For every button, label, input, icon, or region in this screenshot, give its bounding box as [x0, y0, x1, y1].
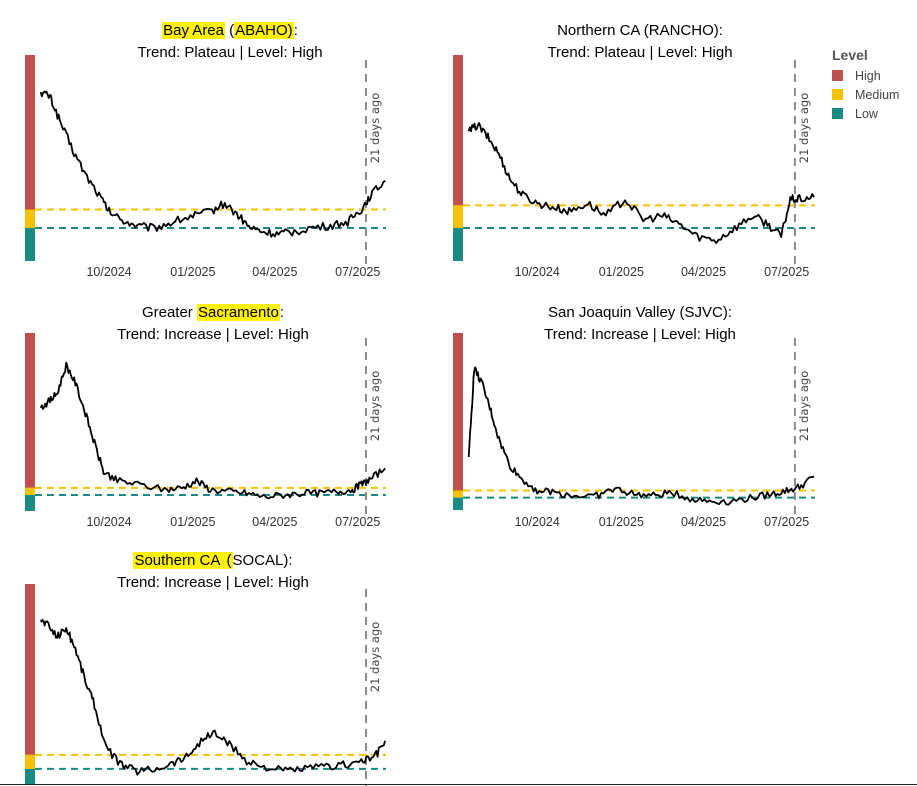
- level-band-medium: [25, 209, 35, 229]
- level-band-high: [453, 55, 463, 206]
- level-band-medium: [453, 205, 463, 229]
- chart-greater-sacramento: Greater Sacramento: Trend: Increase | Le…: [0, 0, 420, 540]
- level-band-low: [25, 768, 35, 785]
- chart-title-line: Northern CA (RANCHO):: [450, 20, 830, 42]
- series-line: [39, 618, 386, 776]
- level-band-medium: [25, 754, 35, 769]
- x-tick-label: 10/2024: [515, 515, 560, 529]
- legend-label-medium: Medium: [855, 87, 900, 102]
- chart-title-part: Southern CA: [133, 552, 222, 569]
- chart-plot: 21 days ago: [25, 584, 386, 786]
- x-tick-label: 04/2025: [252, 515, 297, 529]
- chart-title: Southern CA (SOCAL): Trend: Increase | L…: [23, 550, 403, 594]
- level-band-medium: [453, 490, 463, 498]
- legend-swatch-high: [832, 70, 843, 81]
- chart-title-part: :: [293, 22, 298, 39]
- chart-title: San Joaquin Valley (SJVC): Trend: Increa…: [450, 302, 830, 346]
- chart-subtitle: Trend: Increase | Level: High: [117, 574, 309, 591]
- level-band-low: [25, 228, 35, 261]
- chart-subtitle: Trend: Increase | Level: High: [544, 326, 736, 343]
- chart-plot: 21 days ago 10/2024 01/2025 04/2025 07/2025: [453, 333, 815, 529]
- x-tick-label: 10/2024: [86, 515, 131, 529]
- chart-title-part: SOCAL):: [232, 552, 293, 569]
- x-tick-label: 10/2024: [515, 265, 560, 279]
- chart-title-line: San Joaquin Valley (SJVC):: [450, 302, 830, 324]
- legend-swatch-low: [832, 108, 843, 119]
- chart-title: Northern CA (RANCHO): Trend: Plateau | L…: [450, 20, 830, 64]
- chart-title-line: Southern CA (SOCAL):: [23, 550, 403, 572]
- level-band-low: [453, 497, 463, 510]
- chart-title-part: Greater: [141, 304, 197, 321]
- marker-label: 21 days ago: [797, 93, 811, 163]
- legend-title: Level: [832, 47, 868, 63]
- legend-label-high: High: [855, 68, 881, 83]
- x-tick-label: 01/2025: [170, 265, 215, 279]
- series-line: [39, 361, 386, 500]
- legend-swatch-medium: [832, 89, 843, 100]
- marker-label: 21 days ago: [368, 93, 382, 163]
- chart-subtitle: Trend: Plateau | Level: High: [547, 44, 733, 61]
- chart-title-part: :: [279, 304, 285, 321]
- x-tick-label: 04/2025: [681, 515, 726, 529]
- legend-label-low: Low: [855, 106, 878, 121]
- chart-title-part: (: [221, 552, 233, 569]
- chart-title-part: Bay Area: [162, 22, 225, 39]
- x-tick-label: 04/2025: [252, 265, 297, 279]
- series-line: [467, 122, 815, 244]
- chart-plot: 21 days ago 10/2024 01/2025 04/2025 07/2025: [25, 333, 386, 529]
- x-tick-label: 01/2025: [599, 515, 644, 529]
- legend-item-low: Low: [832, 104, 899, 123]
- chart-title-part: (: [225, 22, 235, 39]
- legend: Level High Medium Low: [832, 47, 899, 123]
- bottom-divider: [0, 784, 917, 785]
- x-tick-label: 04/2025: [681, 265, 726, 279]
- chart-plot: 21 days ago 10/2024 01/2025 04/2025 07/2025: [453, 55, 815, 279]
- marker-label: 21 days ago: [368, 371, 382, 441]
- series-line: [39, 90, 386, 238]
- chart-southern-ca: Southern CA (SOCAL): Trend: Increase | L…: [0, 0, 420, 786]
- x-tick-label: 10/2024: [86, 265, 131, 279]
- level-band-low: [453, 228, 463, 261]
- chart-northern-ca: Northern CA (RANCHO): Trend: Plateau | L…: [0, 0, 917, 290]
- chart-title-part: Northern CA (RANCHO):: [557, 22, 723, 39]
- level-band-high: [25, 333, 35, 488]
- chart-title-line: Bay Area (ABAHO):: [40, 20, 420, 42]
- legend-item-high: High: [832, 66, 899, 85]
- chart-subtitle: Trend: Increase | Level: High: [117, 326, 309, 343]
- chart-title: Bay Area (ABAHO): Trend: Plateau | Level…: [40, 20, 420, 64]
- chart-san-joaquin-valley: San Joaquin Valley (SJVC): Trend: Increa…: [450, 302, 830, 529]
- level-band-high: [25, 584, 35, 755]
- chart-bay-area: Bay Area (ABAHO): Trend: Plateau | Level…: [0, 0, 420, 290]
- level-band-low: [25, 494, 35, 511]
- legend-item-medium: Medium: [832, 85, 899, 104]
- x-tick-label: 01/2025: [599, 265, 644, 279]
- level-band-high: [453, 333, 463, 491]
- chart-title-part: San Joaquin Valley (SJVC):: [548, 304, 732, 321]
- chart-title: Greater Sacramento: Trend: Increase | Le…: [23, 302, 403, 346]
- x-tick-label: 07/2025: [764, 515, 809, 529]
- chart-title-line: Greater Sacramento:: [23, 302, 403, 324]
- marker-label: 21 days ago: [797, 371, 811, 441]
- chart-plot: 21 days ago 10/2024 01/2025 04/2025 07/2025: [25, 55, 386, 279]
- x-tick-label: 07/2025: [335, 515, 380, 529]
- series-line: [467, 366, 815, 506]
- chart-subtitle: Trend: Plateau | Level: High: [137, 44, 323, 61]
- x-tick-label: 07/2025: [764, 265, 809, 279]
- marker-label: 21 days ago: [368, 622, 382, 692]
- level-band-medium: [25, 487, 35, 495]
- chart-title-part: Sacramento: [196, 304, 280, 321]
- chart-title-part: ABAHO): [234, 22, 294, 39]
- x-tick-label: 07/2025: [335, 265, 380, 279]
- x-tick-label: 01/2025: [170, 515, 215, 529]
- level-band-high: [25, 55, 35, 210]
